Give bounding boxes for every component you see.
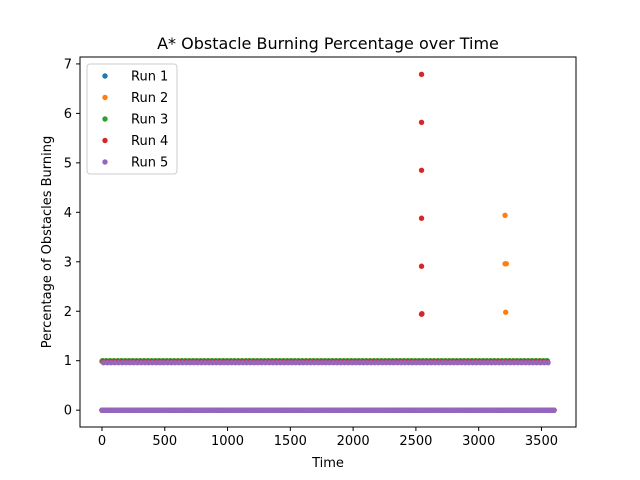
data-point <box>418 263 425 269</box>
plot-area <box>99 71 557 413</box>
data-point <box>419 311 425 317</box>
data-point <box>418 119 425 125</box>
data-point <box>418 71 425 78</box>
data-point <box>418 215 425 221</box>
data-point <box>503 261 510 267</box>
series-5 <box>99 359 557 413</box>
data-point <box>418 167 425 173</box>
data-point <box>502 212 508 218</box>
chart-title: A* Obstacle Burning Percentage over Time <box>157 34 499 53</box>
data-point <box>502 309 509 315</box>
